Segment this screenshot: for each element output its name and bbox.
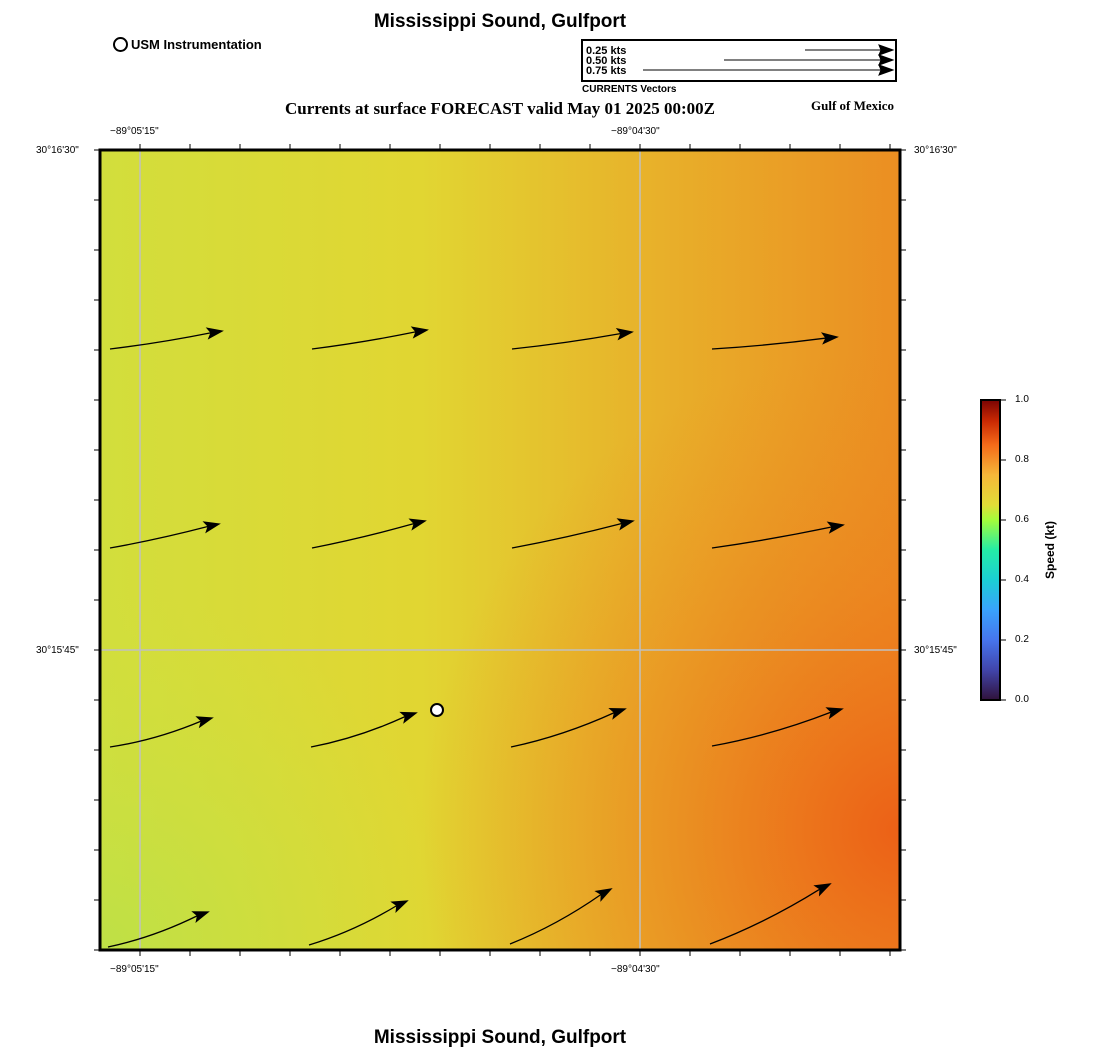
current-vector-head: [410, 326, 429, 339]
legend-item-075: 0.75 kts: [586, 65, 627, 77]
lat-label-left-1: 30°16'30": [36, 145, 79, 156]
current-vector-head: [616, 518, 635, 531]
current-vector-head: [615, 328, 634, 341]
current-vector-head: [594, 888, 613, 902]
colorbar-tick-1: 1.0: [1015, 394, 1029, 405]
colorbar-tick-6: 0.0: [1015, 694, 1029, 705]
colorbar-label: Speed (kt): [1043, 521, 1057, 580]
current-vector: [109, 525, 209, 549]
current-vector-head: [408, 518, 427, 531]
current-vector-head: [608, 707, 627, 720]
footer-title: Mississippi Sound, Gulfport: [373, 1027, 627, 1048]
current-vector: [109, 720, 202, 748]
current-vector-head: [820, 332, 839, 345]
speed-field: [100, 150, 900, 950]
current-vector-head: [399, 711, 418, 724]
current-vector-head: [195, 716, 214, 729]
station-legend-label: USM Instrumentation: [131, 37, 262, 52]
current-vector: [709, 888, 821, 945]
frame-ticks: [94, 144, 906, 956]
current-vectors: [107, 326, 845, 948]
current-vector-head: [191, 911, 210, 923]
current-vector: [109, 332, 212, 350]
station-circle-icon: [113, 37, 128, 52]
current-vector: [107, 915, 198, 948]
colorbar-tick-3: 0.6: [1015, 514, 1029, 525]
current-vector-head: [826, 521, 845, 534]
region-label: Gulf of Mexico: [811, 98, 895, 113]
current-vector: [711, 711, 832, 747]
station-legend: USM Instrumentation: [113, 37, 262, 52]
current-vector: [308, 904, 398, 946]
current-vector: [311, 331, 417, 350]
current-vector: [311, 522, 415, 549]
lat-label-right-2: 30°15'45": [914, 645, 957, 656]
current-vector-head: [205, 327, 224, 340]
current-vector: [711, 337, 827, 350]
lon-label-bottom-1: −89°05'15": [110, 964, 159, 975]
current-vector-head: [813, 883, 832, 897]
colorbar-tick-5: 0.2: [1015, 634, 1029, 645]
colorbar-tick-2: 0.8: [1015, 454, 1029, 465]
current-vector: [511, 522, 623, 549]
lon-label-top-1: −89°05'15": [110, 126, 159, 137]
legend-arrows: [643, 44, 895, 76]
lat-label-left-2: 30°15'45": [36, 645, 79, 656]
lat-label-right-1: 30°16'30": [914, 145, 957, 156]
map-title: Mississippi Sound, Gulfport: [373, 11, 627, 32]
speed-colorbar: [980, 399, 1006, 701]
current-vector: [711, 526, 833, 549]
map-subtitle: Currents at surface FORECAST valid May 0…: [284, 99, 716, 118]
current-vector-head: [202, 521, 221, 534]
lon-label-top-2: −89°04'30": [611, 126, 660, 137]
current-vector: [511, 332, 622, 350]
current-vector-head: [825, 707, 844, 720]
current-vector: [509, 893, 602, 945]
vector-legend-box: 0.25 kts 0.50 kts 0.75 kts: [581, 39, 897, 82]
current-vector: [510, 711, 615, 748]
vector-legend-caption: CURRENTS Vectors: [582, 84, 677, 95]
legend-item-025: 0.25 kts: [586, 45, 627, 57]
colorbar-tick-4: 0.4: [1015, 574, 1029, 585]
current-vector: [310, 715, 406, 748]
current-vector-head: [390, 900, 409, 914]
lon-label-bottom-2: −89°04'30": [611, 964, 660, 975]
graticule: [100, 150, 900, 950]
legend-item-050: 0.50 kts: [586, 55, 627, 67]
usm-station-marker[interactable]: [430, 703, 444, 717]
